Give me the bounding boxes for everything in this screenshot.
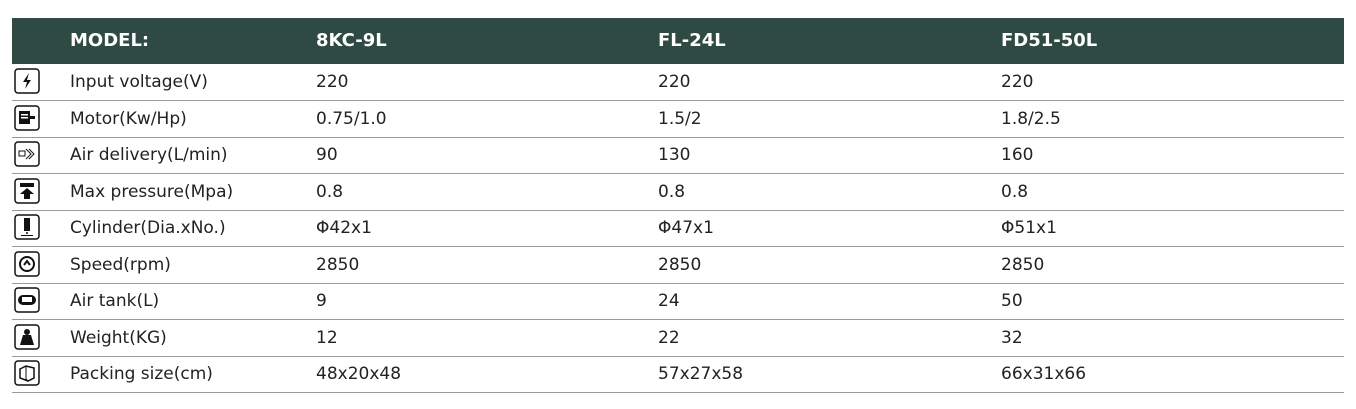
spec-row: Input voltage(V) 220 220 220 bbox=[12, 64, 1344, 101]
spec-value: Φ47x1 bbox=[658, 218, 714, 238]
spec-value: 66x31x66 bbox=[1001, 364, 1087, 384]
spec-value: 0.8 bbox=[658, 181, 686, 202]
spec-value: 220 bbox=[1001, 72, 1034, 92]
row-icon bbox=[14, 360, 40, 386]
spec-label: Input voltage(V) bbox=[70, 72, 208, 92]
row-icon bbox=[14, 214, 40, 240]
spec-value: 0.8 bbox=[316, 181, 344, 202]
header-row: MODEL: 8KC-9L FL-24L FD51-50L bbox=[12, 18, 1344, 64]
spec-value: 48x20x48 bbox=[316, 364, 402, 384]
spec-value: 220 bbox=[316, 72, 349, 92]
spec-value: 0.8 bbox=[1001, 181, 1029, 202]
row-icon bbox=[14, 250, 40, 277]
spec-value: 50 bbox=[1001, 291, 1023, 311]
row-icon bbox=[14, 323, 40, 350]
spec-row: Cylinder(Dia.xNo.) Φ42x1 Φ47x1 Φ51x1 bbox=[12, 210, 1344, 247]
spec-value: 2850 bbox=[658, 254, 702, 275]
spec-value: 0.75/1.0 bbox=[316, 108, 387, 129]
spec-label: Air delivery(L/min) bbox=[70, 145, 228, 165]
spec-value: 1.5/2 bbox=[658, 108, 702, 129]
row-icon bbox=[14, 177, 40, 204]
spec-label: Max pressure(Mpa) bbox=[70, 181, 234, 202]
spec-value: 1.8/2.5 bbox=[1001, 108, 1061, 129]
spec-value: 220 bbox=[658, 72, 691, 92]
spec-value: Φ51x1 bbox=[1001, 218, 1057, 238]
spec-label: Cylinder(Dia.xNo.) bbox=[70, 218, 226, 238]
spec-value: 160 bbox=[1001, 145, 1034, 165]
row-icon bbox=[14, 104, 40, 131]
spec-label: Air tank(L) bbox=[70, 291, 160, 311]
row-icon bbox=[14, 68, 40, 94]
spec-value: 130 bbox=[658, 145, 691, 165]
spec-value: 2850 bbox=[1001, 254, 1045, 275]
spec-row: Speed(rpm) 2850 2850 2850 bbox=[12, 247, 1344, 284]
spec-label: Packing size(cm) bbox=[70, 364, 213, 384]
spec-row: Packing size(cm) 48x20x48 57x27x58 66x31x66 bbox=[12, 356, 1344, 393]
spec-value: 90 bbox=[316, 145, 338, 165]
spec-row: Motor(Kw/Hp) 0.75/1.0 1.5/2 1.8/2.5 bbox=[12, 101, 1344, 138]
spec-value: 24 bbox=[658, 291, 680, 311]
header-cell: MODEL: bbox=[70, 30, 150, 51]
spec-label: Weight(KG) bbox=[70, 327, 167, 348]
row-icon bbox=[14, 287, 40, 313]
header-cell: FL-24L bbox=[658, 30, 726, 51]
header-cell: 8KC-9L bbox=[316, 30, 387, 51]
spec-row: Weight(KG) 12 22 32 bbox=[12, 320, 1344, 357]
spec-value: 32 bbox=[1001, 327, 1023, 348]
spec-label: Speed(rpm) bbox=[70, 254, 171, 275]
spec-value: Φ42x1 bbox=[316, 218, 372, 238]
spec-row: Air delivery(L/min) 90 130 160 bbox=[12, 137, 1344, 174]
spec-value: 2850 bbox=[316, 254, 360, 275]
header-cell: FD51-50L bbox=[1001, 30, 1098, 51]
spec-value: 12 bbox=[316, 327, 338, 348]
spec-row: Air tank(L) 9 24 50 bbox=[12, 283, 1344, 320]
spec-label: Motor(Kw/Hp) bbox=[70, 108, 187, 129]
spec-value: 57x27x58 bbox=[658, 364, 744, 384]
spec-value: 22 bbox=[658, 327, 680, 348]
row-icon bbox=[14, 141, 40, 167]
spec-value: 9 bbox=[316, 291, 327, 311]
spec-row: Max pressure(Mpa) 0.8 0.8 0.8 bbox=[12, 174, 1344, 211]
